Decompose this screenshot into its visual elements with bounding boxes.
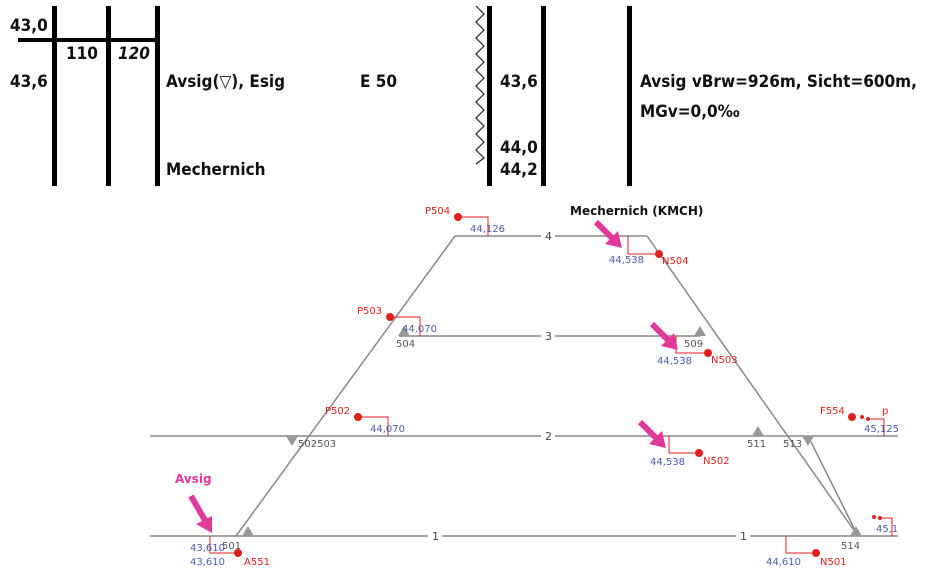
pos-A551-b: 43,610	[190, 557, 225, 568]
switch-502-marker	[286, 436, 298, 446]
remark-line-2: MGv=0,0‰	[640, 102, 740, 122]
signal-N504-label: N504	[662, 256, 689, 267]
signal-N501-label: N501	[820, 557, 847, 568]
km-right-44-2: 44,2	[500, 160, 538, 180]
signal-P504-label: P504	[425, 206, 450, 217]
pos-A551-a: 43,610	[190, 543, 225, 554]
pos-N501: 44,610	[766, 557, 801, 568]
signal-N504: N504 44,538	[609, 236, 689, 267]
pos-P503: 44,070	[402, 324, 437, 335]
speed-110: 110	[66, 44, 98, 64]
table-col-line	[52, 6, 57, 186]
switch-511-label: 511	[747, 439, 766, 450]
signal-F554-label: F554	[820, 406, 845, 417]
km-right-43-6: 43,6	[500, 72, 538, 92]
track-diagram: Mechernich (KMCH) 4 3 2 1 1 504	[150, 204, 899, 568]
signal-P502-label: P502	[325, 406, 350, 417]
switch-509-marker	[694, 326, 706, 336]
right-diagonal-2	[807, 435, 859, 537]
track-label-4: 4	[545, 230, 552, 243]
signal-N501: N501 44,610	[766, 536, 847, 568]
zigzag-line	[475, 6, 485, 165]
arrow-track-2	[637, 419, 666, 448]
pos-P504: 44,126	[470, 224, 505, 235]
arrow-track-4	[593, 219, 622, 248]
speed-120: 120	[118, 44, 150, 64]
switch-511-marker	[752, 426, 764, 436]
left-diagonal	[235, 235, 456, 537]
pos-N504: 44,538	[609, 255, 644, 266]
table-col-line	[487, 6, 492, 186]
switch-501-marker	[242, 526, 254, 536]
signal-N502-label: N502	[703, 456, 730, 467]
signal-P503-label: P503	[357, 306, 382, 317]
signal-N502: N502 44,538	[650, 436, 730, 468]
switch-509-label: 509	[684, 339, 703, 350]
signal-p-label: p	[882, 406, 888, 417]
signal-F554: F554 p 45,125	[820, 406, 899, 436]
signal-right-edge: 45,1	[872, 515, 898, 536]
km-43-0: 43,0	[10, 16, 48, 36]
signal-P504: P504 44,126	[425, 206, 505, 236]
switch-502503-label: 502503	[298, 439, 336, 450]
pos-N503: 44,538	[657, 356, 692, 367]
track-label-1-right: 1	[740, 530, 747, 543]
track-label-1-left: 1	[432, 530, 439, 543]
e-value: E 50	[360, 72, 398, 92]
switch-504-label: 504	[396, 339, 415, 350]
station-title: Mechernich (KMCH)	[570, 204, 703, 218]
route-table: 43,0 43,6 110 120 Avsig(▽), Esig Mechern…	[0, 0, 938, 190]
switch-514-marker	[850, 526, 862, 536]
pos-right-edge: 45,1	[876, 524, 898, 535]
table-col-line	[541, 6, 546, 186]
switch-513-label: 513	[783, 439, 802, 450]
table-col-line	[627, 6, 632, 186]
station-name: Mechernich	[166, 160, 266, 180]
right-diagonal	[646, 235, 859, 537]
pos-F554: 45,125	[864, 424, 899, 435]
pos-P502: 44,070	[370, 424, 405, 435]
signal-A551: A551 43,610 43,610	[190, 536, 270, 568]
avsig-label: Avsig	[175, 472, 212, 486]
signal-A551-label: A551	[244, 557, 270, 568]
speed-change-line	[18, 38, 160, 42]
track-label-3: 3	[545, 330, 552, 343]
table-col-line	[106, 6, 111, 186]
km-right-44-0: 44,0	[500, 138, 538, 158]
signal-P503: P503 44,070	[357, 306, 437, 336]
arrow-avsig	[188, 494, 212, 533]
switch-513-marker	[802, 436, 814, 446]
km-43-6: 43,6	[10, 72, 48, 92]
switch-504-marker	[398, 326, 410, 336]
switch-501-label: 501	[222, 541, 241, 552]
track-label-2: 2	[545, 430, 552, 443]
signal-text: Avsig(▽), Esig	[166, 72, 286, 92]
signal-P502: P502 44,070	[325, 406, 405, 436]
remark-line-1: Avsig vBrw=926m, Sicht=600m,	[640, 72, 917, 92]
signal-N503-label: N503	[711, 355, 738, 366]
switch-514-label: 514	[841, 541, 860, 552]
table-col-line	[155, 6, 160, 186]
arrow-track-3	[649, 321, 678, 350]
pos-N502: 44,538	[650, 457, 685, 468]
